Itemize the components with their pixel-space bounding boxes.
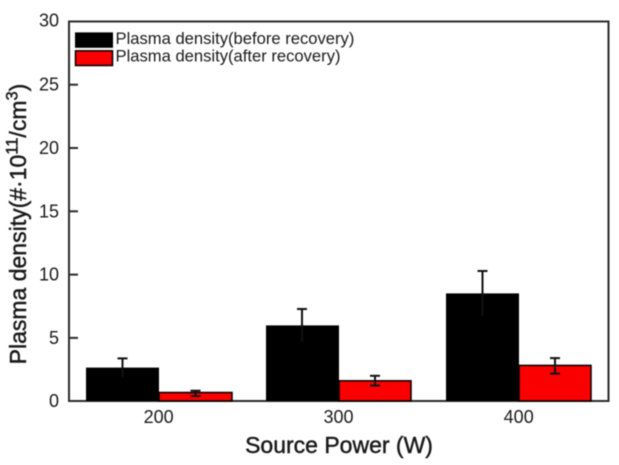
svg-text:15: 15 — [39, 201, 59, 221]
svg-text:300: 300 — [323, 407, 353, 427]
svg-text:10: 10 — [39, 265, 59, 285]
svg-text:5: 5 — [49, 328, 59, 348]
svg-text:30: 30 — [39, 11, 59, 31]
svg-text:Source Power (W): Source Power (W) — [245, 432, 433, 458]
svg-text:20: 20 — [39, 138, 59, 158]
svg-text:25: 25 — [39, 75, 59, 95]
svg-text:Plasma density(after recovery): Plasma density(after recovery) — [116, 47, 341, 66]
svg-text:0: 0 — [49, 391, 59, 411]
svg-text:Plasma density(#·1011/cm3): Plasma density(#·1011/cm3) — [4, 84, 32, 365]
svg-text:400: 400 — [504, 407, 534, 427]
svg-text:Plasma density(before recovery: Plasma density(before recovery) — [116, 29, 355, 48]
svg-text:200: 200 — [144, 407, 174, 427]
